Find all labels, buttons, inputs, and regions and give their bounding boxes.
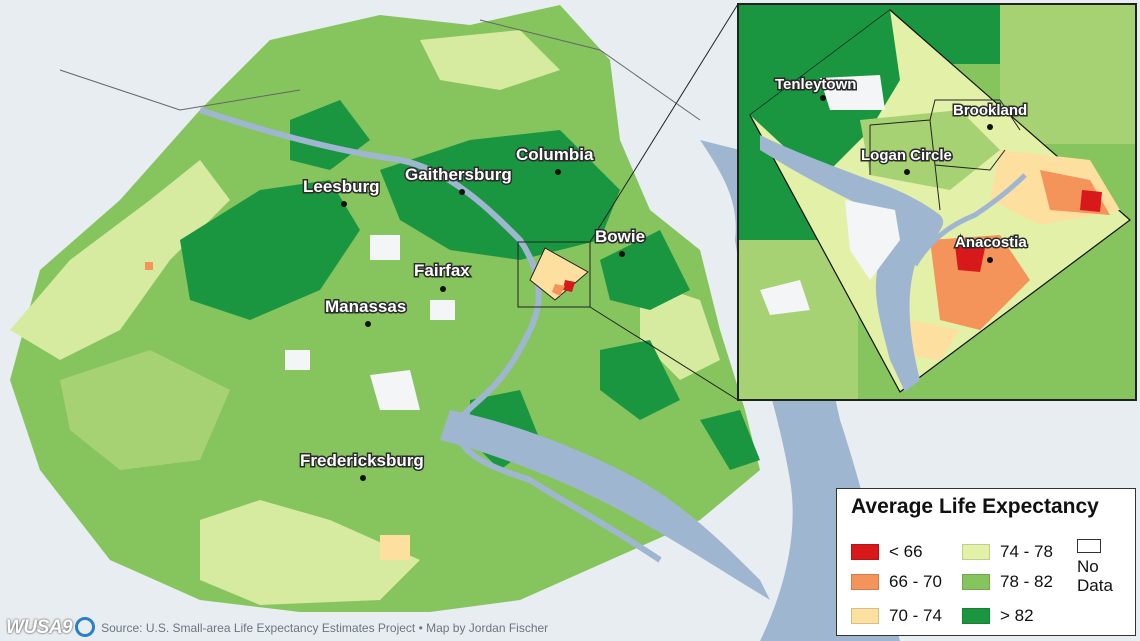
wusa9-logo: WUSA9 bbox=[0, 617, 101, 639]
potomac-river bbox=[199, 107, 662, 563]
region-dark-7 bbox=[600, 230, 690, 310]
city-label-fairfax: Fairfax bbox=[414, 261, 470, 280]
potomac-lower bbox=[440, 410, 770, 600]
region-pale-north bbox=[420, 30, 560, 90]
inset-map: Tenleytown Brookland Logan Circle Anacos… bbox=[737, 3, 1137, 401]
city-label-bowie: Bowie bbox=[595, 227, 645, 246]
city-label-gaithersburg: Gaithersburg bbox=[405, 165, 512, 184]
legend-item-no-data: No Data bbox=[1077, 539, 1137, 595]
anacostia-marker bbox=[987, 257, 993, 263]
inset-dc-red-south bbox=[955, 245, 985, 272]
no-data-2 bbox=[285, 350, 310, 370]
inset-dc-orange-south bbox=[930, 235, 1030, 330]
inset-label-tenleytown: Tenleytown bbox=[775, 76, 856, 93]
inset-no-data-west bbox=[760, 280, 810, 315]
legend-swatch-no-data bbox=[1077, 539, 1101, 553]
region-pale-west bbox=[10, 160, 230, 360]
legend-swatch-70-74 bbox=[851, 608, 879, 624]
source-credit: Source: U.S. Small-area Life Expectancy … bbox=[101, 620, 549, 635]
legend-title: Average Life Expectancy bbox=[851, 495, 1099, 518]
inset-river bbox=[760, 135, 944, 392]
brookland-marker bbox=[987, 124, 993, 130]
logo-ring-icon bbox=[75, 617, 96, 638]
inset-anacostia-river bbox=[912, 173, 1027, 267]
legend-label-70-74: 70 - 74 bbox=[889, 606, 942, 625]
tenleytown-marker bbox=[820, 95, 826, 101]
dc-highlight-box bbox=[517, 241, 591, 308]
city-label-leesburg: Leesburg bbox=[303, 177, 380, 196]
legend-item-78-82: 78 - 82 bbox=[962, 571, 1053, 593]
dc-orange bbox=[552, 284, 565, 296]
columbia-marker bbox=[555, 169, 561, 175]
no-data-3 bbox=[430, 300, 455, 320]
inset-label-brookland: Brookland bbox=[953, 102, 1027, 119]
region-dark-5 bbox=[600, 340, 680, 420]
region-dark-6 bbox=[700, 410, 760, 470]
legend-label-78-82: 78 - 82 bbox=[1000, 572, 1053, 591]
connector-bottom bbox=[589, 306, 739, 401]
inset-boundaries bbox=[869, 99, 1021, 211]
patch-peach-1 bbox=[380, 535, 410, 560]
legend-item-gt82: > 82 bbox=[962, 605, 1034, 627]
legend-item-74-78: 74 - 78 bbox=[962, 541, 1053, 563]
city-label-manassas: Manassas bbox=[325, 297, 406, 316]
inset-no-data-north bbox=[820, 75, 885, 110]
legend-item-lt66: < 66 bbox=[851, 541, 923, 563]
legend: Average Life Expectancy < 66 66 - 70 70 … bbox=[836, 488, 1136, 636]
manassas-marker bbox=[365, 321, 371, 327]
legend-swatch-74-78 bbox=[962, 544, 990, 560]
legend-label-gt82: > 82 bbox=[1000, 606, 1034, 625]
dc-red bbox=[563, 280, 575, 292]
logan-circle-marker bbox=[904, 169, 910, 175]
legend-swatch-78-82 bbox=[962, 574, 990, 590]
inset-dc-red-east bbox=[1080, 190, 1102, 212]
legend-label-66-70: 66 - 70 bbox=[889, 572, 942, 591]
region-dark-2 bbox=[380, 130, 620, 260]
legend-item-66-70: 66 - 70 bbox=[851, 571, 942, 593]
inset-no-data-mall bbox=[845, 200, 900, 280]
city-label-columbia: Columbia bbox=[516, 145, 594, 164]
inset-label-anacostia: Anacostia bbox=[955, 234, 1027, 251]
no-data-4 bbox=[370, 370, 420, 410]
inset-dc-northwest bbox=[750, 10, 900, 180]
city-label-fredericksburg: Fredericksburg bbox=[300, 451, 424, 470]
fredericksburg-marker bbox=[360, 475, 366, 481]
leesburg-marker bbox=[341, 201, 347, 207]
inset-label-logan-circle: Logan Circle bbox=[861, 147, 952, 164]
dc-diamond bbox=[529, 247, 589, 301]
bowie-marker bbox=[619, 251, 625, 257]
legend-label-no-data: No Data bbox=[1077, 557, 1113, 595]
region-dark-1 bbox=[180, 180, 360, 320]
connector-top bbox=[589, 3, 739, 243]
fairfax-marker bbox=[440, 286, 446, 292]
no-data-1 bbox=[370, 235, 400, 260]
legend-item-70-74: 70 - 74 bbox=[851, 605, 942, 627]
footer: WUSA9 Source: U.S. Small-area Life Expec… bbox=[0, 614, 548, 641]
legend-swatch-66-70 bbox=[851, 574, 879, 590]
inset-dc-peach-south bbox=[905, 320, 960, 360]
patch-peach-2 bbox=[145, 262, 153, 270]
legend-swatch-gt82 bbox=[962, 608, 990, 624]
inset-dc-central bbox=[860, 110, 1000, 190]
state-boundary bbox=[59, 19, 701, 121]
legend-label-74-78: 74 - 78 bbox=[1000, 542, 1053, 561]
logo-text: WUSA9 bbox=[6, 616, 73, 638]
legend-swatch-lt66 bbox=[851, 544, 879, 560]
region-pale-south bbox=[200, 500, 420, 605]
region-light-sw bbox=[60, 350, 230, 470]
gaithersburg-marker bbox=[459, 189, 465, 195]
legend-label-lt66: < 66 bbox=[889, 542, 923, 561]
